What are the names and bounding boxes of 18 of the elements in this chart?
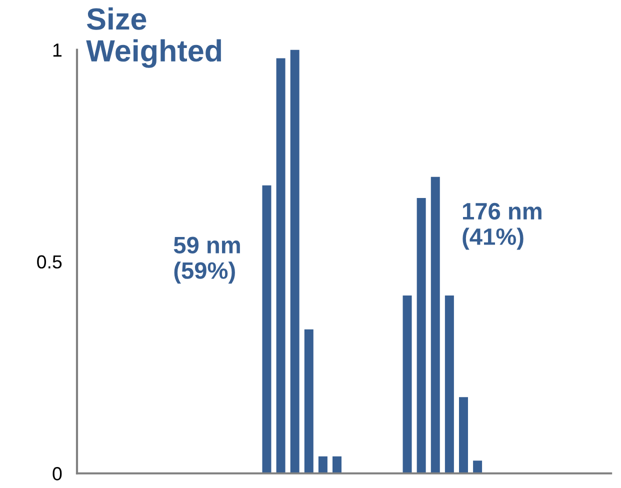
bar	[318, 456, 328, 474]
bar	[458, 397, 468, 474]
bar	[262, 185, 272, 474]
bar	[416, 198, 426, 474]
bar	[276, 58, 286, 474]
annotation: 59 nm (59%)	[174, 236, 240, 284]
annotation: 176 nm (41%)	[462, 202, 542, 250]
bar	[473, 460, 482, 474]
y-tick-label: 1	[53, 44, 62, 57]
bar	[304, 329, 314, 474]
bar	[290, 50, 300, 474]
bar	[444, 295, 454, 474]
bar	[402, 295, 412, 474]
chart-title: Size Weighted	[86, 7, 222, 68]
bar	[430, 176, 440, 474]
y-tick-label: 0	[52, 467, 62, 480]
y-tick-label: 0.5	[37, 255, 62, 269]
bar	[332, 456, 342, 474]
